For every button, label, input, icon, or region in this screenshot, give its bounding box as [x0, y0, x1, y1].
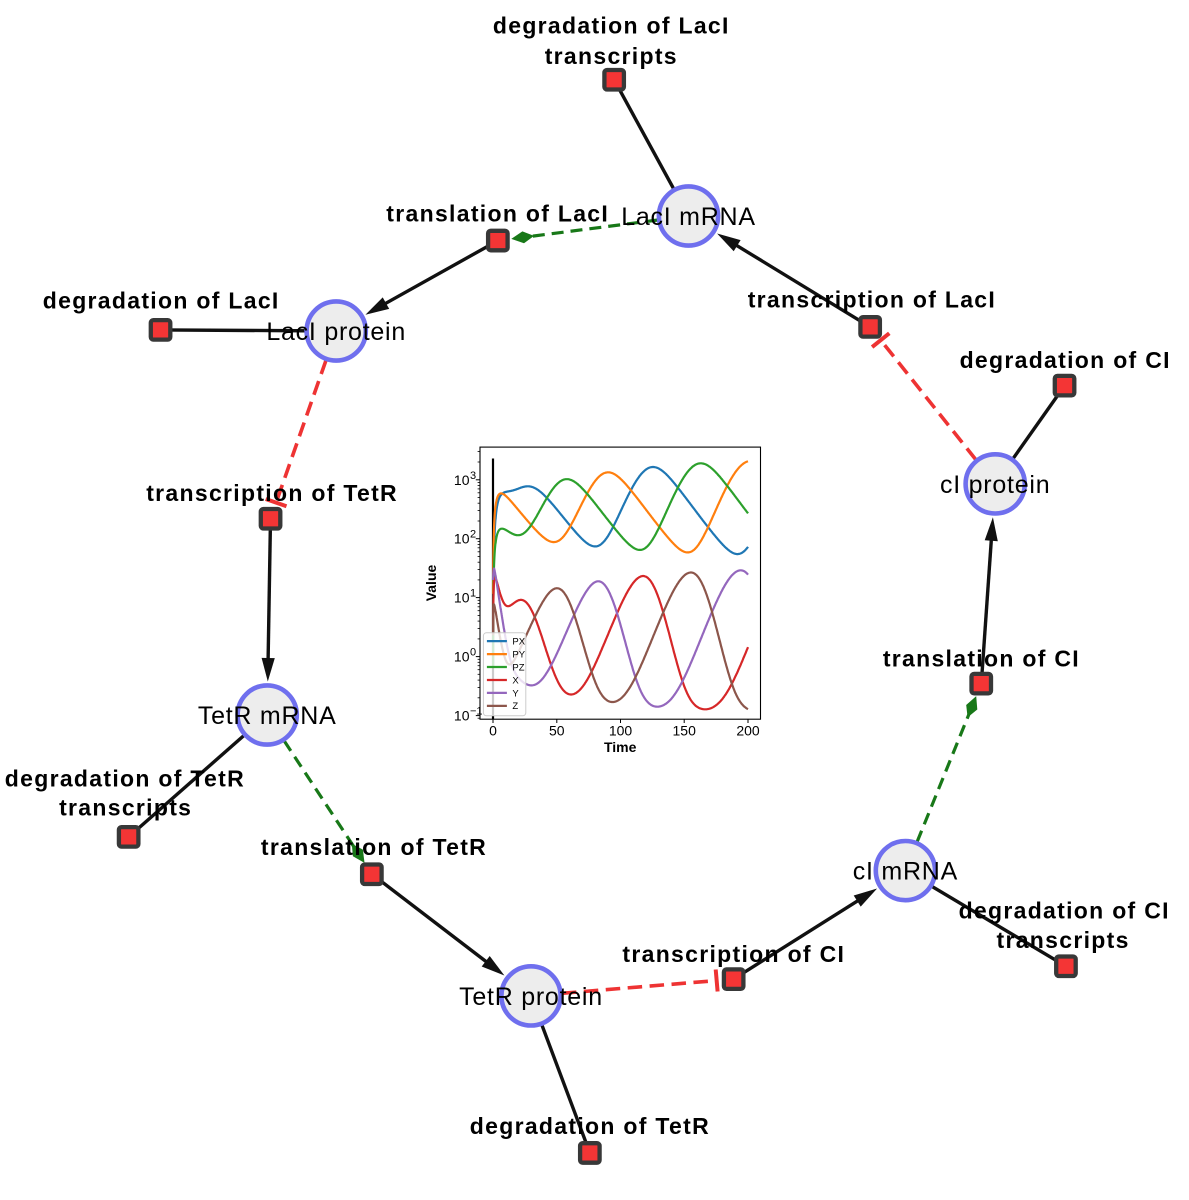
- svg-text:150: 150: [673, 723, 697, 739]
- svg-text:transcripts: transcripts: [545, 43, 678, 69]
- svg-text:50: 50: [549, 723, 565, 739]
- svg-text:10: 10: [454, 649, 470, 665]
- svg-text:transcripts: transcripts: [59, 794, 192, 820]
- svg-text:10: 10: [454, 472, 470, 488]
- svg-text:Value: Value: [423, 565, 439, 602]
- svg-text:200: 200: [736, 723, 760, 739]
- svg-text:cI mRNA: cI mRNA: [853, 858, 958, 886]
- svg-text:transcripts: transcripts: [997, 927, 1130, 953]
- svg-text:degradation of LacI: degradation of LacI: [493, 13, 730, 39]
- svg-text:10: 10: [454, 590, 470, 606]
- svg-text:Z: Z: [512, 701, 518, 712]
- svg-text:X: X: [512, 675, 519, 686]
- svg-text:−1: −1: [470, 706, 483, 718]
- svg-text:TetR mRNA: TetR mRNA: [198, 702, 337, 730]
- svg-text:0: 0: [489, 723, 497, 739]
- svg-text:Time: Time: [604, 739, 637, 755]
- svg-text:transcription of LacI: transcription of LacI: [748, 287, 996, 313]
- svg-text:TetR protein: TetR protein: [459, 983, 603, 1011]
- svg-text:LacI mRNA: LacI mRNA: [621, 203, 756, 231]
- svg-text:10: 10: [454, 531, 470, 547]
- svg-text:cI protein: cI protein: [940, 471, 1050, 499]
- svg-text:PY: PY: [512, 650, 525, 661]
- svg-text:degradation of TetR: degradation of TetR: [5, 766, 245, 792]
- svg-text:translation of CI: translation of CI: [883, 646, 1080, 672]
- svg-text:PX: PX: [512, 637, 525, 648]
- svg-text:1: 1: [470, 588, 476, 600]
- svg-text:degradation of LacI: degradation of LacI: [43, 288, 280, 314]
- svg-text:degradation of TetR: degradation of TetR: [470, 1113, 710, 1139]
- svg-text:degradation of CI: degradation of CI: [959, 897, 1170, 923]
- svg-text:0: 0: [470, 647, 476, 659]
- svg-text:Y: Y: [512, 688, 519, 699]
- svg-text:translation of LacI: translation of LacI: [386, 201, 609, 227]
- svg-text:degradation of CI: degradation of CI: [960, 347, 1171, 373]
- svg-text:10: 10: [454, 708, 470, 724]
- svg-text:3: 3: [470, 470, 476, 482]
- svg-text:translation of TetR: translation of TetR: [261, 834, 487, 860]
- svg-text:100: 100: [609, 723, 633, 739]
- svg-text:transcription of CI: transcription of CI: [622, 941, 845, 967]
- svg-text:PZ: PZ: [512, 662, 524, 673]
- svg-text:LacI protein: LacI protein: [266, 318, 406, 346]
- svg-text:transcription of TetR: transcription of TetR: [146, 480, 398, 506]
- svg-text:2: 2: [470, 529, 476, 541]
